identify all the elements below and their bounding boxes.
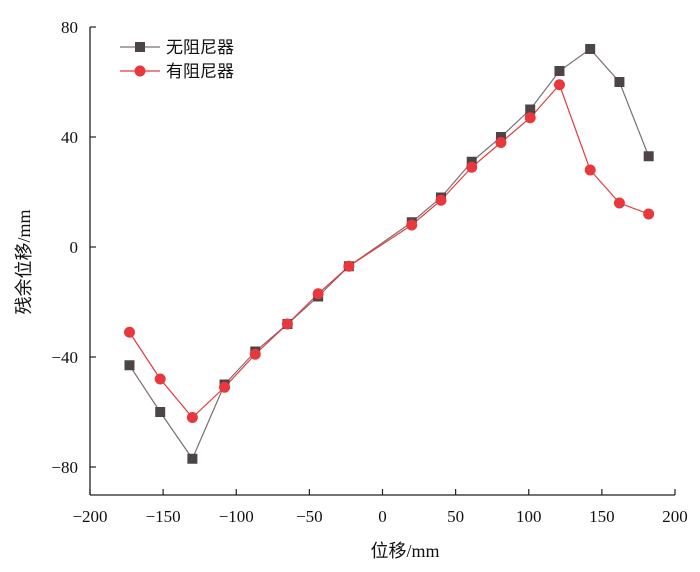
y-tick-label: 40 [61,128,78,147]
data-point-no-damper [585,44,596,54]
data-point-damper [343,260,355,272]
x-tick-label: 0 [378,507,387,526]
data-point-damper [553,79,565,91]
data-point-no-damper [525,104,536,115]
data-point-no-damper [155,407,166,417]
data-point-damper [524,112,536,124]
data-point-damper [495,137,507,148]
data-point-no-damper [187,453,198,464]
data-point-damper [643,208,655,220]
data-point-damper [406,219,418,231]
x-tick-label: −100 [219,507,254,526]
x-tick-label: 150 [589,507,615,526]
x-tick-label: −50 [296,507,323,526]
data-point-damper [154,373,166,385]
data-point-damper [281,318,293,330]
legend-marker-damper [134,65,146,77]
data-point-no-damper [124,360,135,371]
data-point-damper [123,326,135,338]
legend: 无阻尼器 有阻尼器 [120,38,234,81]
data-point-damper [613,197,625,209]
y-tick-label: −40 [51,348,78,367]
x-tick-label: −200 [72,507,107,526]
y-axis-label: 残余位移/mm [14,209,34,314]
data-point-damper [312,288,324,300]
data-point-no-damper [614,77,625,87]
y-tick-label: 80 [61,18,78,37]
data-point-damper [435,194,447,206]
data-point-no-damper [554,66,565,76]
x-tick-label: 100 [516,507,542,526]
legend-marker-no-damper [135,42,145,52]
series-line-no-damper [128,48,650,460]
series-line-damper [128,83,649,419]
legend-label-damper: 有阻尼器 [166,62,234,81]
x-axis-label: 位移/mm [370,541,439,561]
x-tick-label: 200 [662,507,688,526]
y-tick-label: 0 [70,238,79,257]
x-tick-label: 50 [447,507,464,526]
data-point-no-damper [643,151,654,162]
data-point-damper [466,161,478,173]
y-tick-label: −80 [51,458,78,477]
data-point-damper [219,381,231,393]
axes [89,27,675,496]
data-point-damper [584,164,596,176]
x-tick-label: −150 [146,507,181,526]
data-point-damper [186,412,198,423]
legend-label-no-damper: 无阻尼器 [166,38,234,57]
data-point-damper [249,348,261,360]
